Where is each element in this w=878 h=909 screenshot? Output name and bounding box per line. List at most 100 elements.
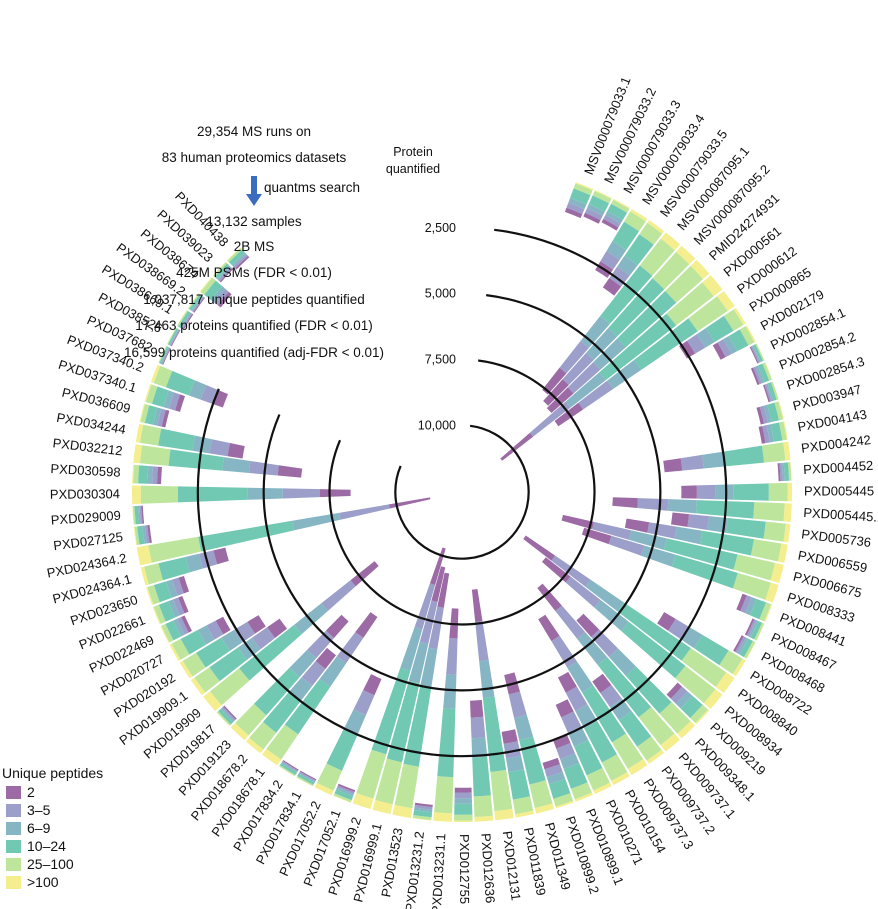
radial-ring (328, 359, 596, 626)
bar-segment (564, 207, 583, 219)
bar-segment (660, 733, 680, 752)
bar-segment (217, 265, 231, 281)
bar-segment (565, 372, 606, 408)
dataset-bar (216, 705, 237, 727)
bar-segment (764, 383, 772, 402)
bar-segment (279, 763, 297, 775)
bar-segment (733, 483, 769, 501)
legend-label: >100 (27, 874, 59, 890)
bar-segment (639, 222, 663, 245)
bar-segment (281, 762, 298, 773)
bar-segment (334, 789, 354, 801)
bar-segment (158, 556, 190, 581)
bar-segment (606, 241, 627, 260)
bar-segment (563, 762, 588, 789)
dataset-bar (140, 547, 229, 586)
dataset-bar (314, 674, 382, 796)
bar-segment (352, 793, 374, 810)
bar-segment (433, 812, 453, 822)
bar-segment (594, 189, 612, 199)
bar-segment (537, 583, 562, 611)
bar-segment (783, 523, 791, 543)
bar-segment (223, 705, 237, 720)
bar-segment (247, 487, 283, 500)
bar-segment (414, 807, 433, 813)
dataset-bar (564, 182, 594, 219)
bar-segment (419, 600, 438, 644)
bar-segment (739, 638, 753, 658)
bar-segment (172, 577, 184, 596)
bar-segment (609, 266, 630, 287)
bar-segment (279, 765, 296, 777)
bar-segment (740, 595, 752, 614)
summary-line: 2B MS (234, 239, 275, 254)
dataset-label: PXD005736 (801, 526, 872, 550)
bar-segment (231, 252, 247, 267)
bar-segment (254, 667, 300, 716)
bar-segment (671, 512, 690, 527)
bar-segment (553, 734, 571, 749)
bar-segment (140, 404, 150, 424)
dataset-label: PXD012636 (478, 833, 498, 904)
summary-line: 29,354 MS runs on (197, 124, 311, 139)
bar-segment (375, 758, 402, 805)
bar-segment (611, 199, 630, 213)
bar-segment (314, 782, 334, 796)
bar-segment (586, 204, 605, 216)
bar-segment (749, 346, 759, 364)
bar-segment (221, 629, 243, 651)
dataset-label: PXD013523 (378, 827, 406, 899)
bar-segment (470, 716, 486, 739)
dataset-bar (372, 566, 446, 815)
bar-segment (152, 606, 161, 625)
bar-segment (193, 297, 205, 313)
bar-segment (676, 245, 696, 265)
bar-segment (185, 553, 204, 573)
bar-segment (624, 211, 646, 232)
dataset-bar (592, 673, 665, 764)
bar-segment (600, 684, 622, 708)
bar-segment (431, 566, 446, 602)
bar-segment (565, 576, 601, 608)
bar-segment (763, 404, 772, 423)
bar-segment (144, 384, 152, 403)
bar-segment (296, 776, 314, 787)
dataset-bar (736, 593, 773, 622)
radial-tick-label: 7,500 (425, 353, 456, 367)
radial-tick-label: 5,000 (425, 287, 456, 301)
bar-segment (630, 208, 648, 222)
bar-segment (690, 259, 710, 280)
bar-segment (621, 621, 686, 679)
bar-segment (182, 652, 206, 677)
bar-segment (602, 278, 622, 296)
bar-segment (454, 803, 473, 815)
dataset-bar (179, 615, 266, 679)
dataset-bar (412, 802, 433, 821)
bar-segment (600, 265, 653, 324)
bar-segment (680, 454, 704, 471)
bar-segment (584, 720, 617, 763)
bar-segment (594, 599, 629, 632)
bar-segment (675, 665, 716, 704)
bar-segment (712, 342, 726, 360)
bar-segment (337, 783, 356, 793)
bar-segment (189, 380, 207, 400)
bar-segment (637, 736, 662, 761)
bar-segment (227, 443, 245, 459)
bar-segment (586, 767, 610, 791)
bar-segment (719, 650, 743, 675)
bar-segment (135, 423, 144, 443)
bar-segment (688, 296, 728, 332)
bar-segment (252, 627, 276, 650)
bar-segment (299, 770, 317, 781)
bar-segment (148, 536, 202, 563)
bar-segment (766, 424, 775, 443)
dataset-bar (167, 327, 181, 347)
bar-segment (544, 764, 563, 777)
bar-segment (752, 344, 764, 363)
dataset-label: PXD034244 (55, 410, 127, 437)
dataset-bar (542, 757, 574, 809)
bar-segment (574, 740, 603, 776)
bar-segment (209, 439, 230, 457)
bar-segment (182, 313, 194, 330)
